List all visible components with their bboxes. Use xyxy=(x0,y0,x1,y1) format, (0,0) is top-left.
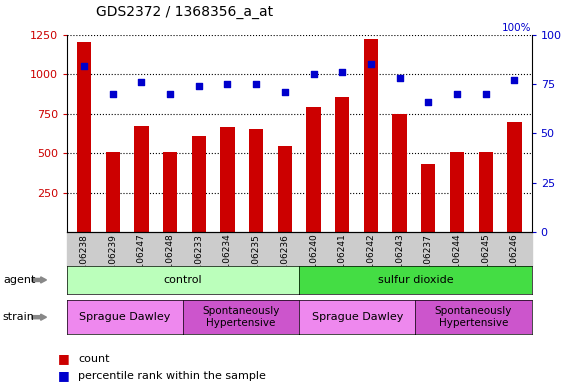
Bar xyxy=(278,146,292,232)
Point xyxy=(481,91,490,97)
Bar xyxy=(306,108,321,232)
Bar xyxy=(450,152,464,232)
Point xyxy=(395,75,404,81)
Point xyxy=(80,63,89,69)
Point xyxy=(194,83,203,89)
Text: ■: ■ xyxy=(58,369,70,382)
Bar xyxy=(479,152,493,232)
Bar xyxy=(192,136,206,232)
Point xyxy=(453,91,462,97)
Text: Sprague Dawley: Sprague Dawley xyxy=(311,312,403,322)
Point xyxy=(137,79,146,85)
Point xyxy=(338,69,347,75)
Point xyxy=(510,77,519,83)
Bar xyxy=(220,127,235,232)
Point xyxy=(252,81,261,87)
Bar xyxy=(106,152,120,232)
Point xyxy=(108,91,117,97)
Text: strain: strain xyxy=(3,312,35,322)
Bar xyxy=(77,43,91,232)
Text: GDS2372 / 1368356_a_at: GDS2372 / 1368356_a_at xyxy=(96,5,273,19)
Text: sulfur dioxide: sulfur dioxide xyxy=(378,275,453,285)
Bar xyxy=(163,152,177,232)
Text: percentile rank within the sample: percentile rank within the sample xyxy=(78,371,266,381)
Text: control: control xyxy=(164,275,202,285)
Bar xyxy=(392,114,407,232)
Point xyxy=(309,71,318,77)
Text: ■: ■ xyxy=(58,353,70,366)
Text: agent: agent xyxy=(3,275,35,285)
Bar xyxy=(134,126,149,232)
Bar xyxy=(421,164,436,232)
Text: 100%: 100% xyxy=(502,23,532,33)
Text: Sprague Dawley: Sprague Dawley xyxy=(79,312,171,322)
Bar xyxy=(364,39,378,232)
Point xyxy=(280,89,289,95)
Text: Spontaneously
Hypertensive: Spontaneously Hypertensive xyxy=(202,306,280,328)
Text: count: count xyxy=(78,354,110,364)
Text: Spontaneously
Hypertensive: Spontaneously Hypertensive xyxy=(435,306,512,328)
Bar xyxy=(249,129,263,232)
Point xyxy=(366,61,375,67)
Bar xyxy=(335,97,349,232)
Point xyxy=(166,91,175,97)
Point xyxy=(424,99,433,105)
Point xyxy=(223,81,232,87)
Bar xyxy=(507,122,522,232)
